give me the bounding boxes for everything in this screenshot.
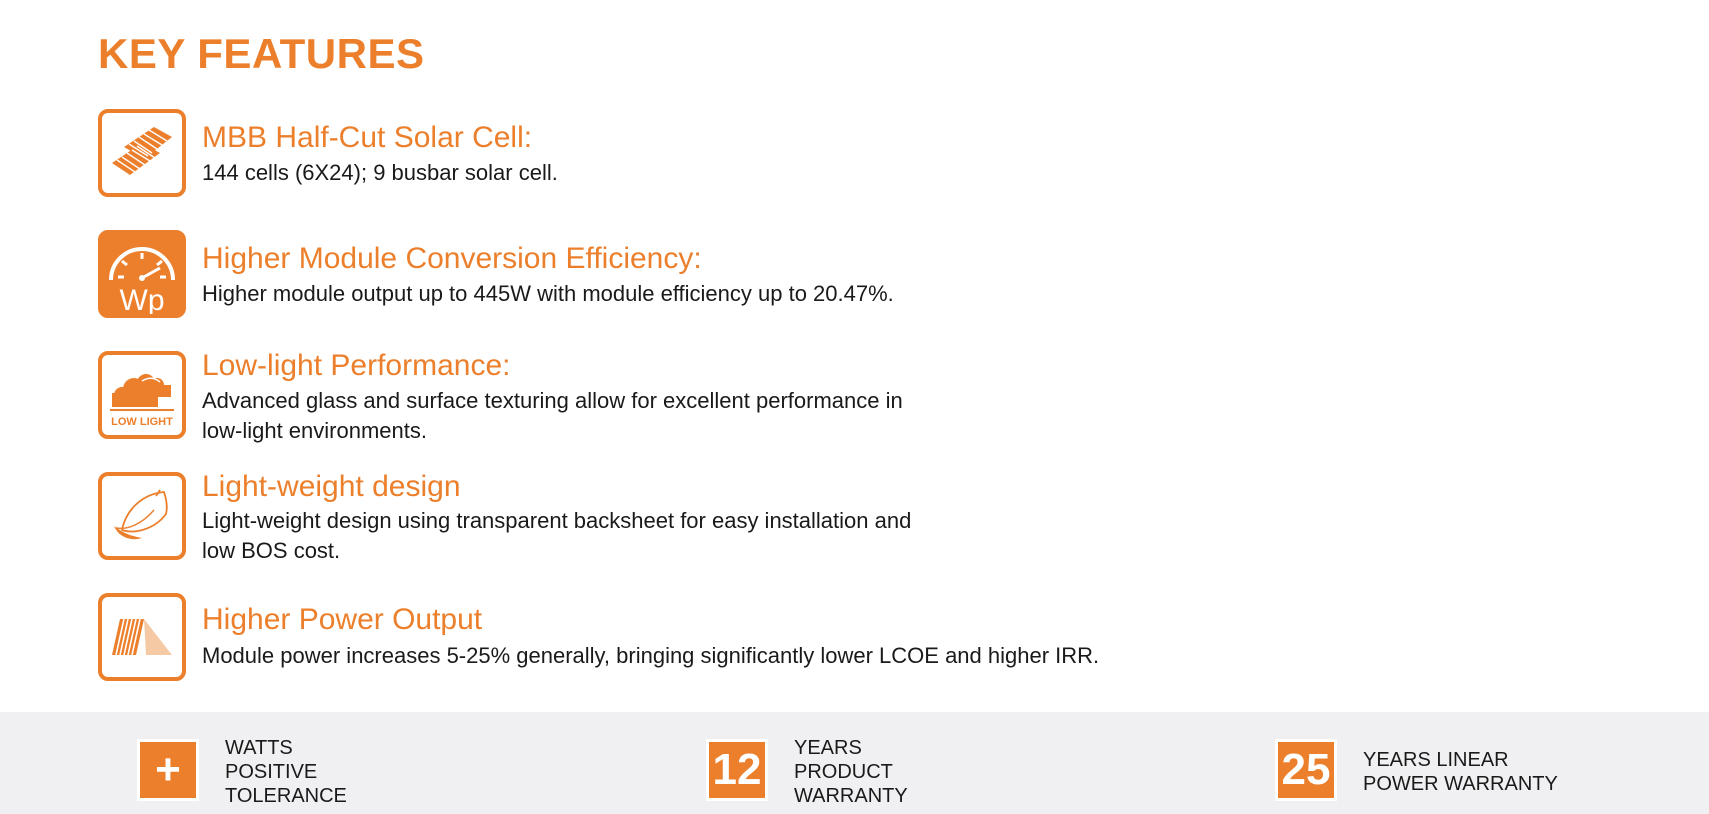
feather-icon <box>98 472 186 560</box>
feature-heading: Higher Module Conversion Efficiency: <box>202 242 702 275</box>
footer-text: TOLERANCE <box>225 785 347 807</box>
feature-description: 144 cells (6X24); 9 busbar solar cell. <box>202 160 558 185</box>
warranty-footer: + WATTS POSITIVE TOLERANCE 12 YEARS PROD… <box>0 712 1709 814</box>
efficiency-gauge-icon: Wp <box>98 230 186 318</box>
footer-text: POSITIVE <box>225 761 318 783</box>
efficiency-icon-label: Wp <box>120 284 165 314</box>
feature-heading: Higher Power Output <box>202 603 483 636</box>
footer-text: PRODUCT <box>794 761 893 783</box>
feature-description: Module power increases 5-25% generally, … <box>202 643 1100 668</box>
footer-text: WARRANTY <box>794 785 908 807</box>
footer-text: YEARS <box>794 737 862 759</box>
warranty-years-badge: 12 <box>706 739 768 801</box>
solar-cell-icon <box>98 109 186 197</box>
warranty-years-badge: 25 <box>1275 739 1337 801</box>
feature-description: low-light environments. <box>202 418 427 443</box>
low-light-clouds-icon: LOW LIGHT <box>98 351 186 439</box>
feature-heading: MBB Half-Cut Solar Cell: <box>202 121 533 154</box>
feature-heading: Light-weight design <box>202 470 461 503</box>
footer-text: WATTS <box>225 737 293 759</box>
feature-description: low BOS cost. <box>202 538 341 563</box>
feature-item: LOW LIGHT Low-light Performance: Advance… <box>98 349 1398 443</box>
bifacial-panel-icon <box>98 593 186 681</box>
feature-item: Higher Power Output Module power increas… <box>98 593 1398 685</box>
feature-heading: Low-light Performance: <box>202 349 511 382</box>
footer-text: POWER WARRANTY <box>1363 773 1558 795</box>
feature-item: MBB Half-Cut Solar Cell: 144 cells (6X24… <box>98 109 1398 201</box>
plus-icon: + <box>137 739 199 801</box>
feature-description: Light-weight design using transparent ba… <box>202 508 912 533</box>
feature-description: Advanced glass and surface texturing all… <box>202 388 903 413</box>
feature-item: Light-weight design Light-weight design … <box>98 470 1398 564</box>
page-title: KEY FEATURES <box>98 30 425 77</box>
feature-description: Higher module output up to 445W with mod… <box>202 281 894 306</box>
low-light-icon-label: LOW LIGHT <box>111 416 173 428</box>
feature-item: Wp Higher Module Conversion Efficiency: … <box>98 230 1398 322</box>
footer-text: YEARS LINEAR <box>1363 749 1509 771</box>
